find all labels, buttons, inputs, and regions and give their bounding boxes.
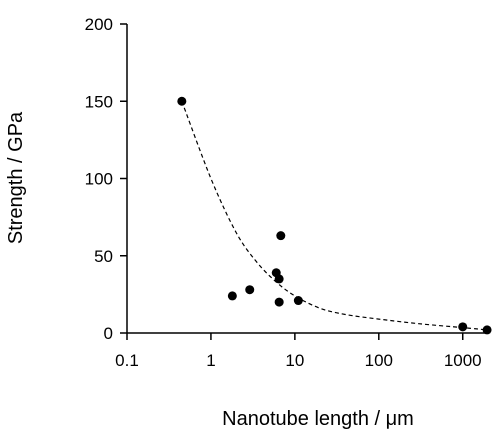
data-point [482, 325, 492, 335]
data-point [177, 96, 187, 106]
y-tick-label: 50 [94, 247, 113, 266]
data-point [276, 231, 286, 241]
x-tick-label: 1000 [444, 351, 482, 370]
data-point [274, 297, 284, 307]
y-tick-label: 100 [85, 170, 113, 189]
data-points [177, 96, 492, 335]
y-axis-title: Strength / GPa [5, 111, 27, 244]
axes [126, 24, 488, 334]
y-tick-label: 200 [85, 15, 113, 34]
data-point [227, 291, 237, 301]
x-axis-title: Nanotube length / μm [222, 408, 414, 430]
trend-line [181, 101, 488, 331]
data-point [274, 274, 284, 284]
data-point [293, 296, 303, 306]
x-tick-label: 0.1 [115, 351, 139, 370]
data-point [245, 285, 255, 295]
data-point [458, 322, 468, 332]
x-tick-label: 10 [285, 351, 304, 370]
y-tick-label: 0 [104, 324, 113, 343]
x-tick-label: 1 [206, 351, 215, 370]
x-tick-label: 100 [365, 351, 393, 370]
x-ticks: 0.1 1 10 100 1000 [115, 333, 482, 370]
y-ticks: 0 50 100 150 200 [85, 15, 127, 343]
y-tick-label: 150 [85, 92, 113, 111]
